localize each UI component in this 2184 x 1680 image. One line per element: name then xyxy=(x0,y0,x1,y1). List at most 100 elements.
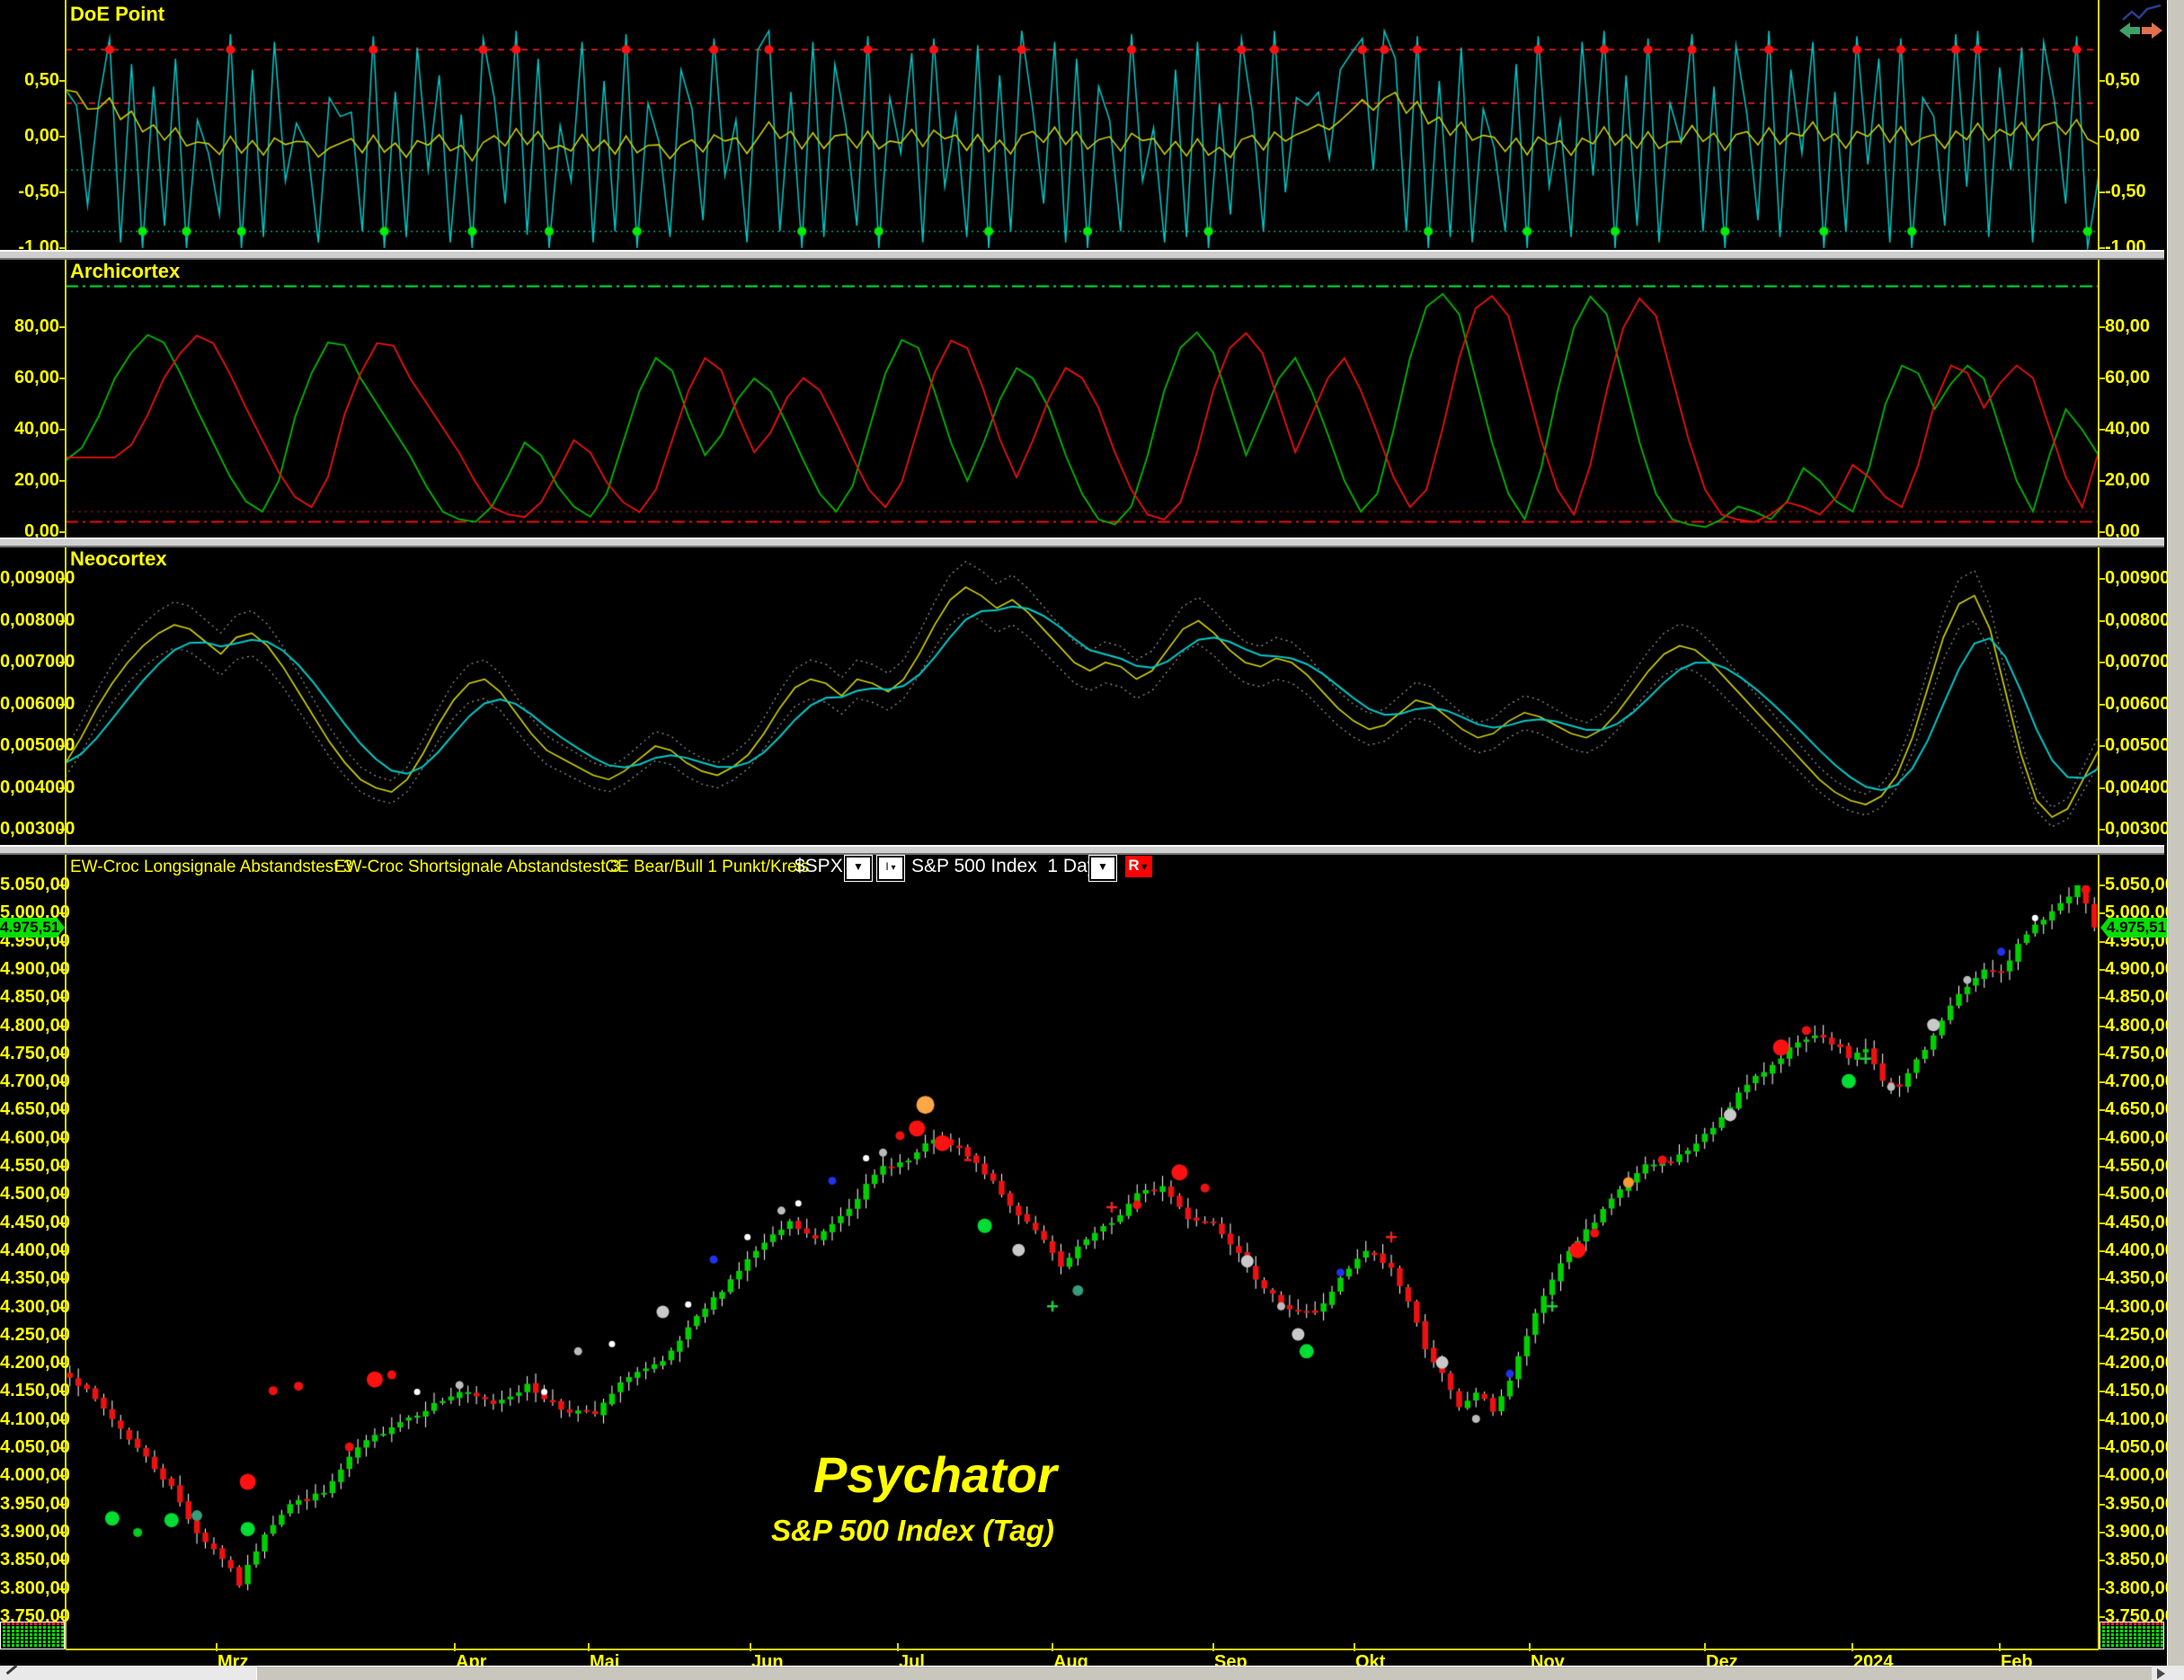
x-tick-mark xyxy=(1354,1643,1355,1651)
neocortex-chart[interactable] xyxy=(66,544,2099,845)
y-tick-mark xyxy=(2100,703,2105,706)
y-tick-label: 4.850,00 xyxy=(2105,987,2175,1008)
y-tick-mark xyxy=(2100,1025,2105,1027)
y-tick-mark xyxy=(2100,326,2105,328)
watermark-subtitle: S&P 500 Index (Tag) xyxy=(771,1514,1054,1547)
current-price-badge-right: 4.975,51 xyxy=(2100,918,2167,938)
y-tick-mark xyxy=(2100,578,2105,580)
y-tick-label: 4.450,00 xyxy=(2105,1212,2175,1232)
panel-separator[interactable] xyxy=(0,250,2164,260)
y-tick-mark xyxy=(2100,619,2105,622)
signal-stack-row xyxy=(2100,1626,2163,1629)
panel-title-doe-point: DoE Point xyxy=(70,3,165,25)
y-tick-mark xyxy=(59,884,65,886)
y-tick-label: 4.700,00 xyxy=(0,1071,70,1092)
y-tick-label: 0,50 xyxy=(2105,70,2140,90)
indicator-label-ice-bear-bull[interactable]: ICE Bear/Bull 1 Punkt/Kreis xyxy=(600,858,810,876)
signal-stack-row xyxy=(1,1630,64,1632)
y-tick-label: 3.850,00 xyxy=(2105,1550,2175,1570)
y-tick-mark xyxy=(2100,1222,2105,1224)
y-tick-label: 4.650,00 xyxy=(0,1099,70,1120)
y-tick-label: 4.600,00 xyxy=(0,1127,70,1148)
y-tick-label: 5.000,00 xyxy=(2105,902,2175,923)
y-tick-mark xyxy=(2100,997,2105,1000)
y-tick-label: 4.500,00 xyxy=(2105,1184,2175,1204)
y-tick-label: 4.650,00 xyxy=(2105,1099,2175,1120)
y-tick-mark xyxy=(59,1053,65,1055)
y-tick-label: 3.800,00 xyxy=(2105,1578,2175,1598)
panel-title-archicortex: Archicortex xyxy=(70,260,181,282)
indicator-label-ew-croc-long[interactable]: EW-Croc Longsignale Abstandstest 3 xyxy=(70,858,353,876)
y-tick-label: 0,009000 xyxy=(0,568,75,588)
y-tick-mark xyxy=(59,247,65,249)
signal-stack-left xyxy=(0,1622,65,1649)
y-tick-mark xyxy=(2100,1278,2105,1281)
y-tick-label: 4.250,00 xyxy=(0,1324,70,1345)
timeframe-dropdown-button[interactable]: ▼ xyxy=(1088,855,1117,882)
interval-dropdown-button[interactable]: I ▾ xyxy=(876,855,905,882)
r-mode-button[interactable]: R▼ xyxy=(1125,856,1152,877)
y-tick-label: 80,00 xyxy=(2105,316,2151,336)
y-tick-label: 4.000,00 xyxy=(0,1465,70,1486)
y-tick-mark xyxy=(2100,1109,2105,1112)
signal-stack-row xyxy=(1,1622,64,1625)
x-tick-mark xyxy=(897,1643,899,1651)
y-tick-mark xyxy=(59,1137,65,1140)
y-tick-label: 4.200,00 xyxy=(2105,1353,2175,1373)
price-chart[interactable] xyxy=(66,885,2099,1649)
x-tick-mark xyxy=(454,1643,456,1651)
x-tick-mark xyxy=(588,1643,590,1651)
y-tick-label: 4.550,00 xyxy=(2105,1156,2175,1176)
y-tick-label: 60,00 xyxy=(13,368,59,387)
y-tick-label: 0,005000 xyxy=(2105,735,2180,755)
x-tick-mark xyxy=(1851,1643,1853,1651)
y-tick-mark xyxy=(2100,1391,2105,1393)
y-tick-label: 0,00 xyxy=(2105,521,2140,541)
signal-stack-row xyxy=(1,1637,64,1640)
y-tick-label: 80,00 xyxy=(13,316,59,336)
y-tick-label: 4.800,00 xyxy=(0,1015,70,1036)
y-tick-label: 40,00 xyxy=(2105,419,2151,439)
archicortex-chart[interactable] xyxy=(66,256,2099,538)
doe-point-chart[interactable] xyxy=(66,0,2099,250)
y-tick-mark xyxy=(2100,80,2105,82)
y-tick-mark xyxy=(59,1166,65,1168)
symbol-dropdown-button[interactable]: ▼ xyxy=(844,855,873,882)
y-tick-mark xyxy=(59,662,65,663)
signal-stack-row xyxy=(2100,1630,2163,1632)
y-tick-mark xyxy=(2100,1306,2105,1309)
signal-stack-row xyxy=(1,1644,64,1647)
y-tick-mark xyxy=(59,703,65,706)
signal-stack-row xyxy=(1,1633,64,1636)
vertical-scrollbar[interactable] xyxy=(2167,0,2184,1666)
signal-stack-row xyxy=(2100,1640,2163,1643)
left-axis-line xyxy=(65,0,67,1649)
y-tick-mark xyxy=(2100,968,2105,971)
y-tick-mark xyxy=(2100,429,2105,431)
indicator-label-ew-croc-short[interactable]: EW-Croc Shortsignale Abstandstest 3 xyxy=(334,858,620,876)
right-axis-line xyxy=(2098,0,2100,1649)
panel-separator[interactable] xyxy=(0,845,2164,855)
y-tick-mark xyxy=(2100,247,2105,249)
signal-stack-right xyxy=(2100,1622,2164,1649)
y-tick-label: 3.950,00 xyxy=(2105,1493,2175,1514)
horizontal-scrollbar-thumb[interactable] xyxy=(256,1666,2152,1680)
y-tick-label: 0,004000 xyxy=(0,777,75,797)
panel-separator[interactable] xyxy=(0,538,2164,547)
y-tick-mark xyxy=(59,480,65,482)
signal-stack-row xyxy=(1,1640,64,1643)
scroll-right-arrow-icon[interactable] xyxy=(2157,1668,2165,1679)
y-tick-mark xyxy=(2100,1418,2105,1421)
y-tick-label: 5.050,00 xyxy=(0,875,70,894)
y-tick-mark xyxy=(2100,829,2105,831)
y-tick-mark xyxy=(2100,787,2105,789)
y-tick-mark xyxy=(59,912,65,915)
pan-arrows-icon[interactable] xyxy=(2117,4,2164,43)
y-tick-label: 3.750,00 xyxy=(2105,1605,2175,1626)
y-tick-label: 0,006000 xyxy=(2105,693,2180,714)
y-tick-label: 0,003000 xyxy=(2105,819,2180,839)
y-tick-label: 3.850,00 xyxy=(0,1550,70,1570)
horizontal-scrollbar[interactable] xyxy=(0,1666,2184,1680)
x-axis-line xyxy=(66,1649,2099,1650)
y-tick-label: 0,00 xyxy=(2105,126,2140,146)
